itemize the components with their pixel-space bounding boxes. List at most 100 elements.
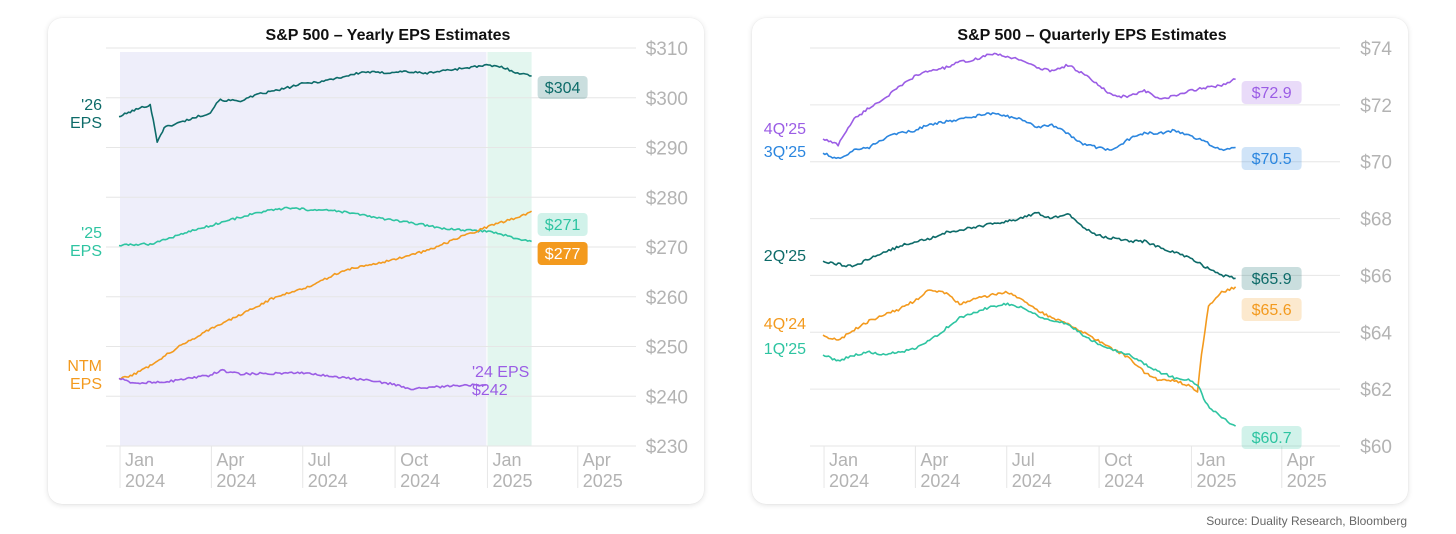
quarterly-series-line-5 — [822, 302, 1237, 427]
yearly-chart-title: S&P 500 – Yearly EPS Estimates — [266, 27, 511, 44]
quarterly-y-tick-label: $60 — [1360, 437, 1392, 458]
quarterly-series-label-1: 4Q'25 — [764, 121, 806, 138]
yearly-end-badge-label-3: $277 — [545, 246, 581, 263]
quarterly-x-tick-label: Apr 2025 — [1287, 450, 1327, 491]
quarterly-y-tick-label: $74 — [1360, 39, 1392, 60]
quarterly-x-tick-label-line: Jul — [1012, 450, 1035, 470]
quarterly-x-tick-label-line: 2024 — [920, 471, 960, 491]
yearly-x-tick-label-line: 2024 — [216, 471, 256, 491]
quarterly-x-tick-label: Oct 2024 — [1104, 450, 1144, 491]
quarterly-x-tick-label-line: 2024 — [829, 471, 869, 491]
quarterly-eps-chart-card: S&P 500 – Quarterly EPS Estimates $60 $62 $… — [752, 18, 1408, 504]
yearly-end-badge-3 — [537, 242, 588, 265]
yearly-end-badge-2 — [537, 213, 588, 236]
yearly-series-line-4 — [118, 368, 487, 391]
quarterly-series-label-line: 2Q'25 — [764, 248, 806, 265]
quarterly-series-label-4: 4Q'24 — [764, 316, 806, 333]
yearly-eps-chart: S&P 500 – Yearly EPS Estimates $230 $240 $2… — [67, 27, 688, 491]
quarterly-end-badge-2 — [1241, 147, 1302, 170]
quarterly-end-badge-label-3: $65.9 — [1252, 271, 1292, 288]
quarterly-x-tick-label-line: Jan — [829, 450, 858, 470]
yearly-x-tick-label-line: 2024 — [308, 471, 348, 491]
yearly-x-tick-label-line: Jan — [492, 450, 521, 470]
quarterly-end-badge-label-5: $60.7 — [1252, 430, 1292, 447]
quarterly-x-tick-label-line: Oct — [1104, 450, 1132, 470]
yearly-x-tick-label: Oct 2024 — [400, 450, 440, 491]
quarterly-chart-title: S&P 500 – Quarterly EPS Estimates — [957, 27, 1226, 44]
yearly-y-tick-label: $230 — [646, 437, 688, 458]
quarterly-y-tick-label: $72 — [1360, 96, 1392, 117]
quarterly-x-tick-label-line: Apr — [1287, 450, 1315, 470]
yearly-x-tick-label: Apr 2024 — [216, 450, 256, 491]
yearly-shaded-range-1 — [120, 52, 487, 446]
yearly-series-label-3: NTM EPS — [67, 358, 102, 393]
quarterly-x-tick-label: Jul 2024 — [1012, 450, 1052, 491]
yearly-series-label-line: '25 — [81, 225, 102, 242]
yearly-series-label-1: '26 EPS — [70, 97, 102, 132]
yearly-series-line-1 — [118, 63, 532, 143]
yearly-x-tick-label-line: 2025 — [583, 471, 623, 491]
quarterly-y-tick-label: $70 — [1360, 153, 1392, 174]
quarterly-series-label-line: 3Q'25 — [764, 144, 806, 161]
source-note: Source: Duality Research, Bloomberg — [1206, 514, 1407, 528]
yearly-y-tick-label: $260 — [646, 288, 688, 309]
quarterly-x-tick-label: Jan 2025 — [1196, 450, 1236, 491]
quarterly-end-badge-3 — [1241, 267, 1302, 290]
quarterly-end-badge-label-1: $72.9 — [1252, 85, 1292, 102]
quarterly-end-badge-label-2: $70.5 — [1252, 151, 1292, 168]
yearly-y-tick-label: $310 — [646, 39, 688, 60]
yearly-x-tick-label: Apr 2025 — [583, 450, 623, 491]
yearly-y-tick-label: $300 — [646, 89, 688, 110]
yearly-y-tick-label: $240 — [646, 387, 688, 408]
yearly-series-label-line: EPS — [70, 243, 102, 260]
quarterly-series-line-2 — [822, 112, 1236, 160]
quarterly-end-badge-5 — [1241, 426, 1302, 449]
quarterly-y-tick-label: $68 — [1360, 210, 1392, 231]
quarterly-end-badge-label-4: $65.6 — [1252, 302, 1292, 319]
yearly-x-tick-label-line: 2024 — [400, 471, 440, 491]
quarterly-x-tick-label-line: Jan — [1196, 450, 1225, 470]
yearly-series-label-2: '25 EPS — [70, 225, 102, 260]
yearly-y-tick-label: $290 — [646, 139, 688, 160]
quarterly-series-label-3: 2Q'25 — [764, 248, 806, 265]
yearly-x-tick-label-line: 2025 — [492, 471, 532, 491]
yearly-series-line-2 — [118, 206, 532, 247]
yearly-end-badge-1 — [537, 76, 588, 99]
yearly-series-label-line: '24 EPS — [472, 364, 529, 381]
quarterly-x-tick-label-line: Apr — [920, 450, 948, 470]
quarterly-eps-chart: S&P 500 – Quarterly EPS Estimates $60 $62 $… — [764, 27, 1393, 491]
quarterly-series-label-line: 1Q'25 — [764, 341, 806, 358]
yearly-x-tick-label-line: Oct — [400, 450, 428, 470]
quarterly-x-tick-label-line: 2024 — [1104, 471, 1144, 491]
yearly-series-label-line: EPS — [70, 376, 102, 393]
yearly-end-badge-label-1: $304 — [545, 80, 581, 97]
yearly-y-tick-label: $250 — [646, 338, 688, 359]
quarterly-series-label-line: 4Q'24 — [764, 316, 806, 333]
quarterly-end-badge-4 — [1241, 298, 1302, 321]
yearly-y-tick-label: $280 — [646, 188, 688, 209]
yearly-eps-chart-card: S&P 500 – Yearly EPS Estimates $230 $240 $2… — [48, 18, 704, 504]
yearly-x-tick-label-line: Jan — [125, 450, 154, 470]
quarterly-y-tick-label: $64 — [1360, 323, 1392, 344]
yearly-x-tick-label-line: 2024 — [125, 471, 165, 491]
yearly-x-tick-label-line: Jul — [308, 450, 331, 470]
yearly-x-tick-label-line: Apr — [583, 450, 611, 470]
yearly-series-line-3 — [118, 210, 532, 380]
quarterly-series-label-5: 1Q'25 — [764, 341, 806, 358]
yearly-series-label-line: NTM — [67, 358, 102, 375]
yearly-series-label-line: $242 — [472, 382, 508, 399]
quarterly-x-tick-label: Apr 2024 — [920, 450, 960, 491]
yearly-series-label-line: '26 — [81, 97, 102, 114]
quarterly-series-label-line: 4Q'25 — [764, 121, 806, 138]
quarterly-series-line-1 — [822, 52, 1236, 147]
quarterly-series-line-4 — [822, 286, 1237, 393]
yearly-x-tick-label-line: Apr — [216, 450, 244, 470]
quarterly-end-badge-1 — [1241, 81, 1302, 104]
yearly-shaded-range-2 — [487, 52, 532, 446]
quarterly-x-tick-label-line: 2025 — [1196, 471, 1236, 491]
quarterly-y-tick-label: $66 — [1360, 266, 1392, 287]
yearly-x-tick-label: Jan 2025 — [492, 450, 532, 491]
yearly-end-badge-label-2: $271 — [545, 217, 581, 234]
quarterly-x-tick-label: Jan 2024 — [829, 450, 869, 491]
yearly-x-tick-label: Jul 2024 — [308, 450, 348, 491]
